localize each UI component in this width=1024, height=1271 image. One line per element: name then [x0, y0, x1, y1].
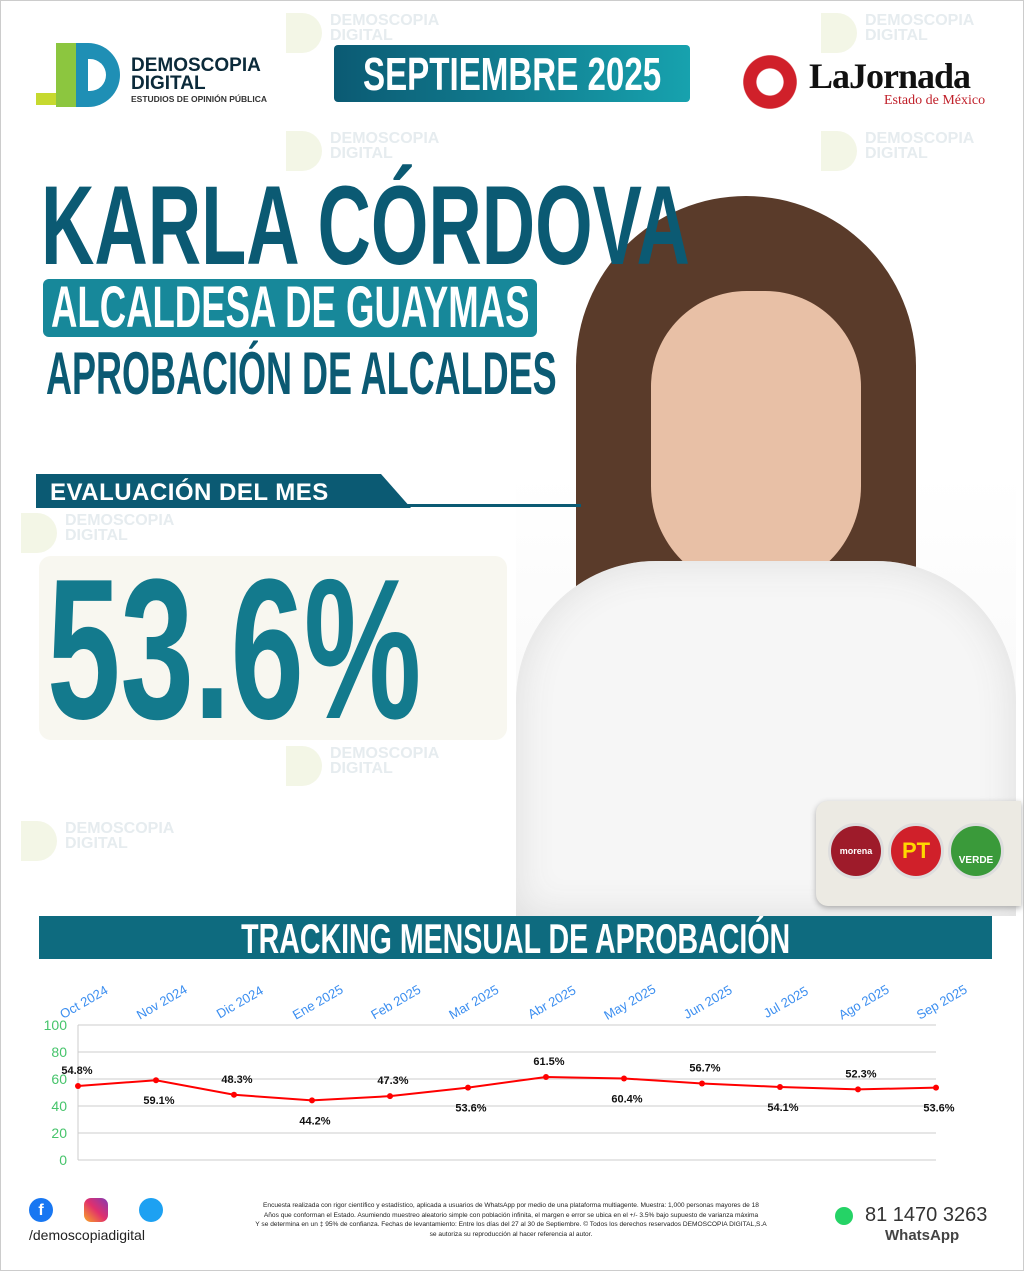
y-tick-label: 60 [51, 1071, 67, 1087]
data-label: 54.8% [61, 1065, 92, 1077]
watermark: DEMOSCOPIA DIGITAL [21, 821, 174, 861]
disclaimer: Encuesta realizada con rigor científico … [231, 1201, 791, 1239]
morena-logo: morena [828, 823, 884, 879]
party-logos: morena PT VERDE [816, 801, 1021, 906]
data-point [543, 1073, 549, 1080]
phone-number[interactable]: 81 1470 3263 [865, 1204, 988, 1226]
brand-name-2: DIGITAL [131, 73, 206, 94]
y-tick-label: 20 [51, 1125, 67, 1141]
watermark: DEMOSCOPIA DIGITAL [286, 131, 439, 171]
data-label: 60.4% [611, 1093, 642, 1105]
social-icons: f [29, 1198, 163, 1222]
category-wrap: APROBACIÓN DE ALCALDES [46, 344, 897, 404]
sun-icon [739, 51, 801, 113]
instagram-icon[interactable] [84, 1198, 108, 1222]
chart-title-bar: TRACKING MENSUAL DE APROBACIÓN [39, 916, 992, 960]
data-label: 61.5% [533, 1056, 564, 1068]
candidate-name-wrap: KARLA CÓRDOVA [41, 163, 1024, 288]
y-tick-label: 40 [51, 1098, 67, 1114]
series-line [77, 1075, 937, 1102]
data-label: 59.1% [143, 1095, 174, 1107]
y-tick-label: 0 [59, 1152, 67, 1168]
watermark: DEMOSCOPIA DIGITAL [21, 513, 174, 553]
data-point [75, 1083, 81, 1090]
disclaimer-line: Años que conforman el Estado. Asumiendo … [263, 1211, 759, 1219]
data-point [933, 1084, 939, 1091]
data-label: 54.1% [767, 1102, 798, 1114]
data-label: 52.3% [845, 1068, 876, 1080]
role-banner: ALCALDESA DE GUAYMAS [43, 279, 537, 337]
data-point [387, 1093, 393, 1100]
y-tick-label: 100 [44, 1017, 68, 1033]
whatsapp-icon [835, 1207, 853, 1225]
chart-background [39, 959, 992, 1171]
data-point [231, 1091, 237, 1098]
period-banner: SEPTIEMBRE 2025 [334, 45, 690, 102]
data-label: 53.6% [455, 1103, 486, 1115]
data-point [777, 1083, 783, 1090]
disclaimer-line: se autoriza su reproducción al hacer ref… [429, 1230, 593, 1238]
evaluation-label: EVALUACIÓN DEL MES [50, 479, 329, 506]
brand-name: DEMOSCOPIA [131, 55, 261, 76]
evaluation-value: 53.6% [47, 538, 422, 761]
y-tick-label: 80 [51, 1044, 67, 1060]
evaluation-banner: EVALUACIÓN DEL MES [36, 474, 411, 508]
data-point [699, 1080, 705, 1087]
verde-logo: VERDE [948, 823, 1004, 879]
data-label: 48.3% [221, 1074, 252, 1086]
data-point [855, 1086, 861, 1093]
data-label: 53.6% [923, 1103, 954, 1115]
social-handle[interactable]: /demoscopiadigital [29, 1227, 145, 1243]
disclaimer-line: Y se determina en un ‡ 95% de confianza.… [255, 1221, 767, 1228]
whatsapp-label: WhatsApp [885, 1227, 960, 1244]
logo-mark-icon [56, 43, 76, 107]
data-point [465, 1084, 471, 1091]
watermark: DEMOSCOPIA DIGITAL [821, 13, 974, 53]
watermark: DEMOSCOPIA DIGITAL [821, 131, 974, 171]
category-label: APROBACIÓN DE ALCALDES [46, 340, 557, 407]
brand-logo: DEMOSCOPIA DIGITAL ESTUDIOS DE OPINIÓN PÚ… [36, 43, 276, 109]
partner-subtitle: Estado de México [884, 93, 986, 108]
disclaimer-line: Encuesta realizada con rigor científico … [263, 1202, 759, 1209]
data-point [621, 1075, 627, 1082]
chart-title: TRACKING MENSUAL DE APROBACIÓN [240, 916, 790, 960]
data-label: 44.2% [299, 1115, 330, 1127]
pt-logo: PT [888, 823, 944, 879]
twitter-icon[interactable] [139, 1198, 163, 1222]
watermark: DEMOSCOPIA DIGITAL [286, 13, 439, 53]
watermark: DEMOSCOPIA DIGITAL [286, 746, 439, 786]
candidate-name: KARLA CÓRDOVA [41, 163, 690, 288]
evaluation-card: 53.6% [39, 550, 507, 750]
facebook-icon[interactable]: f [29, 1198, 53, 1222]
data-point [153, 1077, 159, 1084]
data-label: 47.3% [377, 1075, 408, 1087]
partner-name: LaJornada [809, 56, 971, 96]
role-label: ALCALDESA DE GUAYMAS [51, 275, 530, 340]
partner-logo: LaJornada Estado de México [739, 51, 994, 113]
data-label: 56.7% [689, 1062, 720, 1074]
data-point [309, 1097, 315, 1104]
brand-tagline: ESTUDIOS DE OPINIÓN PÚBLICA [131, 94, 268, 104]
period-label: SEPTIEMBRE 2025 [362, 47, 662, 100]
